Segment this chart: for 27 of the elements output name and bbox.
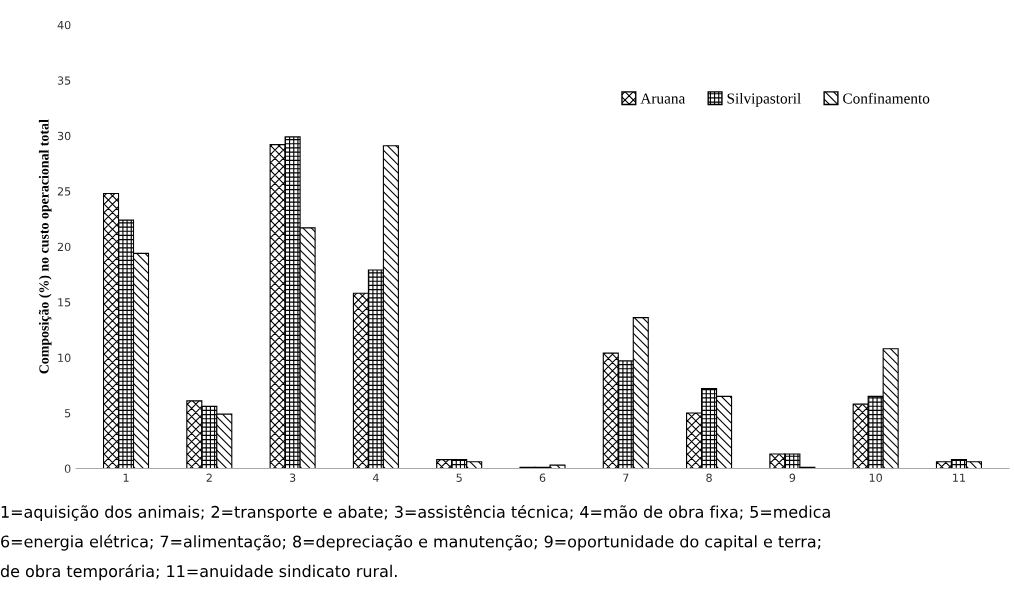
- y-tick-label: 30: [57, 131, 71, 141]
- x-tick-label: 1: [123, 473, 129, 482]
- x-tick-label: 8: [706, 473, 712, 482]
- legend-label: Confinamento: [843, 92, 930, 104]
- y-tick-label: 40: [57, 20, 71, 30]
- text: de obra temporária; 11=anuidade sindicato rural.: [0, 564, 397, 581]
- y-axis-title: Composição (%) no custo operacional total: [38, 119, 52, 374]
- x-tick-label: 6: [539, 473, 546, 482]
- y-tick-label: 0: [64, 464, 71, 473]
- x-tick-label: 10: [869, 473, 882, 482]
- y-tick-label: 35: [57, 76, 71, 85]
- text: 6=energia elétrica; 7=alimentação; 8=depreciação e manutenção; 9=oportunidade do capital e terra;: [1, 534, 821, 551]
- y-tick-label: 25: [57, 187, 71, 196]
- x-tick-label: 2: [206, 473, 212, 482]
- text: 1=aquisição dos animais; 2=transporte e abate; 3=assistência técnica; 4=mão de obra fixa; 5=medica: [1, 504, 830, 521]
- x-tick-label: 4: [372, 473, 379, 482]
- x-tick-label: 9: [789, 473, 796, 482]
- x-tick-label: 7: [623, 473, 629, 482]
- legend-label: Aruana: [640, 93, 686, 104]
- x-tick-label: 11: [953, 473, 965, 482]
- x-tick-label: 3: [289, 473, 296, 482]
- y-tick-label: 15: [58, 298, 71, 307]
- legend-label: Silvipastoril: [727, 92, 801, 107]
- y-tick-label: 20: [57, 242, 71, 252]
- y-tick-label: 10: [58, 353, 71, 362]
- y-tick-label: 5: [64, 409, 71, 418]
- x-tick-label: 5: [456, 473, 462, 482]
